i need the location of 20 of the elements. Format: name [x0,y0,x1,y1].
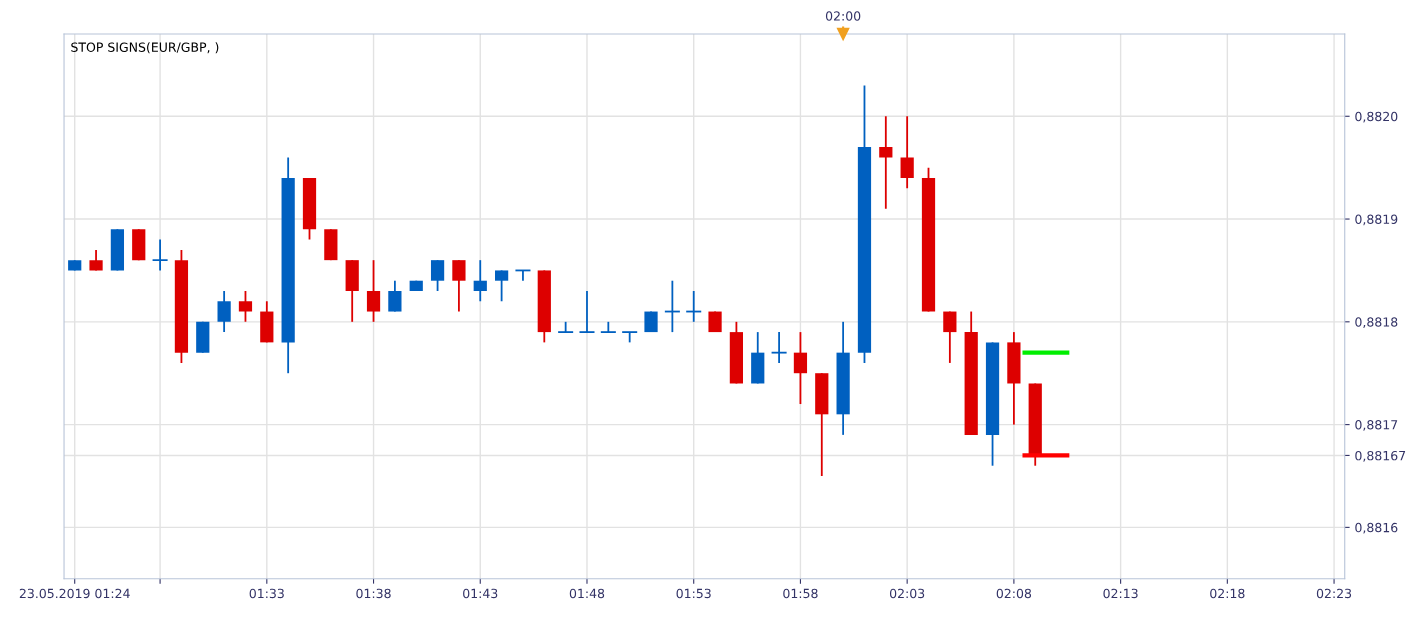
x-tick-label: 02:08 [996,588,1032,599]
y-tick-label: 0,8819 [1355,214,1398,226]
x-tick-label: 01:43 [463,588,498,599]
y-tick-label: 0,8820 [1355,111,1398,123]
x-tick-label: 01:38 [356,588,391,599]
x-tick-label: 01:58 [783,588,818,599]
ref-line-label: 02:00 [825,11,861,21]
x-tick-label: 23.05.2019 01:24 [19,588,130,599]
x-tick-label: 02:03 [889,588,925,599]
x-tick-label: 01:33 [249,588,284,599]
y-tick-label: 0,8818 [1355,317,1398,329]
x-tick-label: 02:23 [1316,588,1352,599]
text: STOP SIGNS(EUR/GBP, ) [71,42,219,54]
y-tick-label: 0,8816 [1355,522,1398,534]
x-tick-label: 02:18 [1210,588,1245,599]
y-tick-label: 0,8817 [1355,420,1398,431]
x-tick-label: 01:48 [569,588,605,599]
y-tick-label: 0,88167 [1355,450,1406,462]
x-tick-label: 02:13 [1103,588,1138,599]
x-tick-label: 01:53 [676,588,711,599]
